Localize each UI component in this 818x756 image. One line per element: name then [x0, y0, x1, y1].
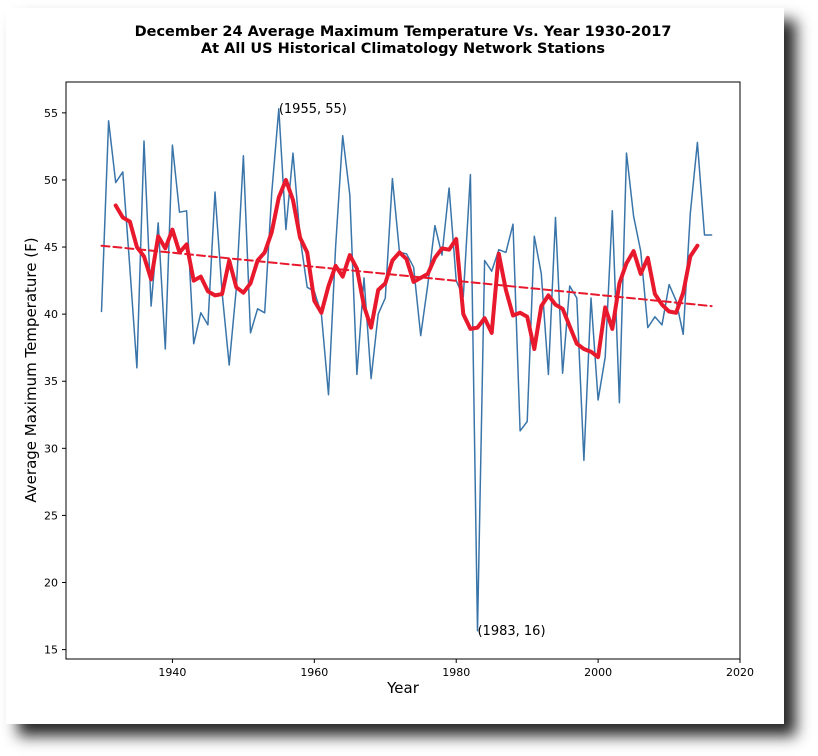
x-tick-label: 2020	[726, 666, 754, 679]
moving-average-line	[113, 178, 700, 360]
plot-frame	[65, 81, 741, 660]
series-layer	[100, 108, 713, 632]
annotations-layer: (1955, 55) (1983, 16)	[279, 102, 546, 639]
y-tick-label: 25	[44, 509, 58, 522]
y-tick-label: 20	[44, 577, 58, 590]
y-tick-label: 40	[44, 308, 58, 321]
chart-subtitle: At All US Historical Climatology Network…	[201, 41, 605, 57]
min-annotation: (1983, 16)	[477, 624, 545, 639]
chart: December 24 Average Maximum Temperature …	[22, 24, 754, 697]
y-tick-label: 50	[44, 174, 58, 187]
y-axis-label: Average Maximum Temperature (F)	[22, 237, 40, 502]
y-tick-label: 35	[44, 375, 58, 388]
figure-card: December 24 Average Maximum Temperature …	[6, 8, 784, 724]
chart-title: December 24 Average Maximum Temperature …	[135, 24, 672, 40]
y-tick-label: 15	[44, 644, 58, 657]
x-tick-label: 1940	[158, 666, 186, 679]
ticks-layer: 1940 1960 1980 2000 2020 15 20 25 30 35 40 45 50 55	[44, 107, 754, 679]
trend-line	[100, 244, 713, 308]
y-tick-label: 55	[44, 107, 58, 120]
temperature-series-line	[100, 108, 713, 632]
x-tick-label: 1980	[442, 666, 470, 679]
x-axis-label: Year	[386, 679, 420, 697]
y-tick-label: 45	[44, 241, 58, 254]
x-tick-label: 2000	[584, 666, 612, 679]
y-tick-label: 30	[44, 442, 58, 455]
x-tick-label: 1960	[300, 666, 328, 679]
max-annotation: (1955, 55)	[279, 102, 347, 117]
